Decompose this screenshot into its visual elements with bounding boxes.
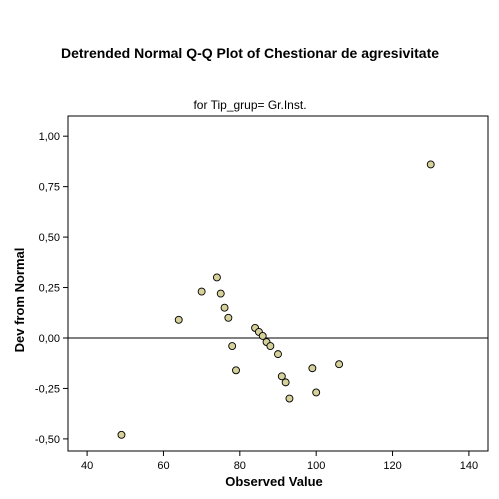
chart-title: Detrended Normal Q-Q Plot of Chestionar … — [61, 45, 439, 61]
data-point — [216, 289, 225, 298]
data-point — [274, 350, 282, 359]
data-point — [224, 313, 233, 322]
data-point — [197, 287, 206, 296]
y-axis-label: Dev from Normal — [12, 248, 27, 353]
y-tick-label: 0,50 — [39, 232, 60, 244]
x-tick-label: 100 — [307, 460, 325, 472]
y-axis: -0,50 -0,25 0,00 0,25 0,50 0,75 1,00 — [35, 131, 68, 446]
y-tick-label: 0,25 — [39, 283, 60, 295]
data-point — [277, 372, 286, 381]
x-tick-label: 120 — [383, 460, 401, 472]
y-tick-label: 1,00 — [39, 131, 60, 143]
data-point — [285, 394, 294, 403]
y-tick-label: -0,25 — [35, 383, 60, 395]
data-point — [232, 366, 240, 375]
data-point — [308, 364, 317, 373]
x-axis-label: Observed Value — [225, 474, 323, 489]
data-point — [426, 160, 435, 169]
y-tick-label: 0,00 — [39, 333, 60, 345]
plot-frame — [67, 115, 489, 452]
data-point — [228, 342, 237, 351]
chart-subtitle: for Tip_grup= Gr.Inst. — [193, 98, 306, 112]
data-point — [335, 360, 344, 369]
x-tick-label: 140 — [460, 460, 478, 472]
data-point — [258, 332, 267, 340]
data-point — [174, 315, 183, 324]
data-point — [266, 342, 275, 351]
data-point — [220, 303, 229, 312]
x-tick-label: 60 — [157, 460, 169, 472]
x-tick-label: 80 — [234, 460, 246, 472]
data-point — [312, 388, 321, 397]
data-point — [117, 430, 126, 439]
y-tick-label: 0,75 — [39, 182, 60, 194]
y-tick-label: -0,50 — [35, 434, 60, 446]
data-points — [117, 160, 435, 439]
data-point — [281, 378, 290, 387]
x-tick-label: 40 — [81, 460, 93, 472]
x-axis: 40 60 80 100 120 140 — [81, 451, 478, 472]
data-point — [212, 273, 221, 282]
